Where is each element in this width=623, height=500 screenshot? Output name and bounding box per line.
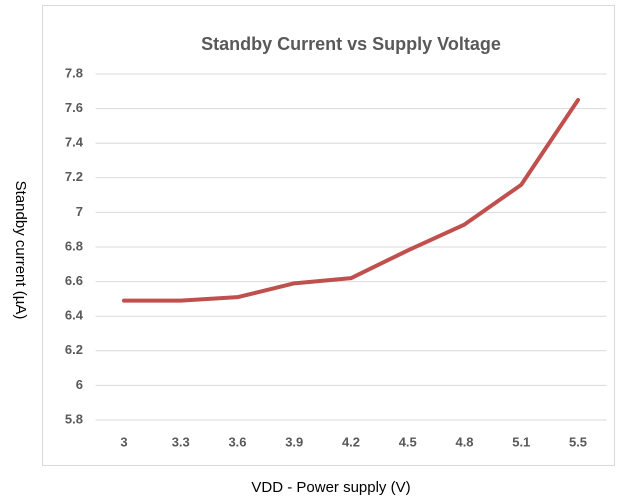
y-tick-label: 7.8 [65, 65, 83, 80]
x-tick-label: 4.8 [455, 434, 473, 449]
y-tick-label: 7.6 [65, 100, 83, 115]
y-tick-label: 6.8 [65, 238, 83, 253]
y-tick-label: 7 [76, 204, 83, 219]
x-tick-label: 3.6 [228, 434, 246, 449]
x-tick-label: 3.3 [172, 434, 190, 449]
x-tick-label: 3.9 [285, 434, 303, 449]
x-tick-label: 4.2 [342, 434, 360, 449]
y-tick-label: 5.8 [65, 411, 83, 426]
y-tick-label: 6.6 [65, 273, 83, 288]
y-tick-label: 6.2 [65, 342, 83, 357]
y-tick-label: 6.4 [65, 308, 84, 323]
y-tick-label: 7.4 [65, 135, 84, 150]
y-axis-label: Standby current (µA) [12, 181, 29, 320]
chart-frame [42, 5, 615, 466]
chart-title: Standby Current vs Supply Voltage [201, 34, 501, 54]
data-line [121, 97, 581, 303]
x-tick-label: 4.5 [399, 434, 417, 449]
x-tick-label: 5.5 [569, 434, 587, 449]
x-axis-label: VDD - Power supply (V) [251, 479, 410, 496]
y-tick-label: 6 [76, 377, 83, 392]
x-tick-label: 5.1 [512, 434, 530, 449]
x-tick-label: 3 [120, 434, 127, 449]
y-tick-label: 7.2 [65, 169, 83, 184]
